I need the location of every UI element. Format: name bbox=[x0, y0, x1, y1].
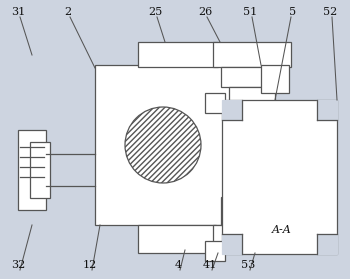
Bar bbox=[138, 42, 218, 67]
Text: 25: 25 bbox=[148, 7, 162, 17]
Bar bbox=[222, 234, 242, 254]
Bar bbox=[205, 241, 225, 261]
Bar bbox=[229, 87, 275, 105]
Bar bbox=[205, 93, 225, 113]
Text: 41: 41 bbox=[203, 260, 217, 270]
Bar bbox=[317, 100, 337, 120]
Bar bbox=[222, 100, 242, 120]
Bar bbox=[222, 100, 337, 254]
Bar bbox=[317, 234, 337, 254]
Text: 53: 53 bbox=[241, 260, 255, 270]
Bar bbox=[213, 42, 291, 67]
Text: 31: 31 bbox=[11, 7, 25, 17]
Bar bbox=[95, 65, 260, 225]
Text: 26: 26 bbox=[198, 7, 212, 17]
Text: 52: 52 bbox=[323, 7, 337, 17]
Bar bbox=[261, 65, 289, 93]
Bar bbox=[138, 225, 216, 253]
Text: 12: 12 bbox=[83, 260, 97, 270]
Bar bbox=[221, 67, 283, 87]
Text: 5: 5 bbox=[289, 7, 296, 17]
Text: A-A: A-A bbox=[272, 225, 292, 235]
Circle shape bbox=[125, 107, 201, 183]
Text: 2: 2 bbox=[64, 7, 71, 17]
Text: 51: 51 bbox=[243, 7, 257, 17]
Text: 32: 32 bbox=[11, 260, 25, 270]
Bar bbox=[213, 225, 291, 253]
Bar bbox=[30, 142, 50, 198]
Bar bbox=[261, 197, 289, 225]
Text: 4: 4 bbox=[174, 260, 182, 270]
Bar bbox=[221, 197, 283, 225]
Bar bbox=[18, 130, 46, 210]
Bar bbox=[229, 179, 275, 197]
